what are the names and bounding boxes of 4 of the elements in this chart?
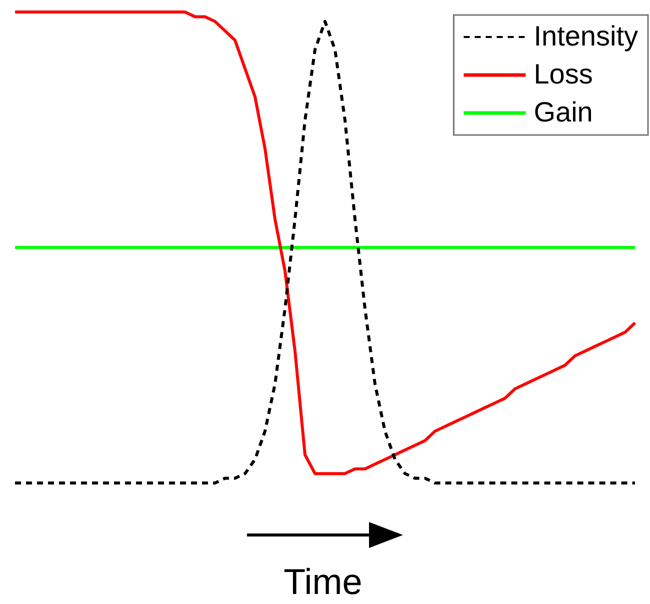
legend-label: Gain [534, 96, 593, 128]
legend-label: Loss [534, 58, 593, 90]
x-axis-title: Time [282, 561, 364, 602]
legend-label: Intensity [534, 20, 638, 52]
